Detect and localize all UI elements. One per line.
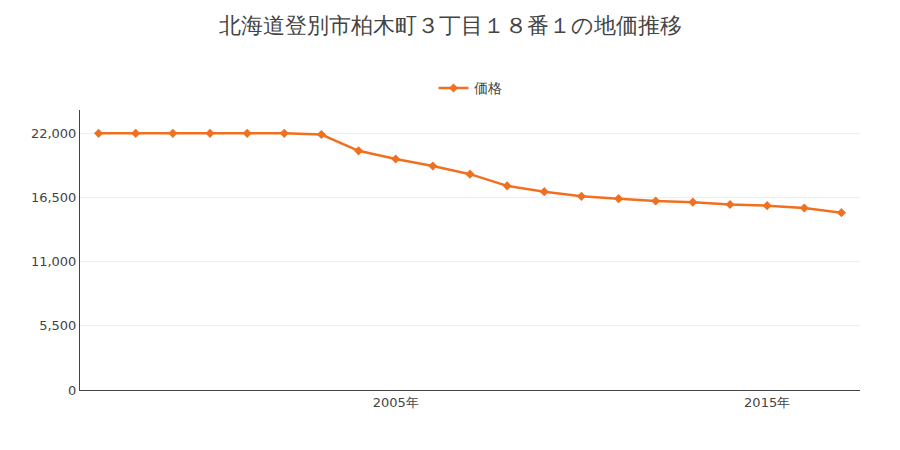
svg-text:価格: 価格 (474, 80, 502, 96)
svg-text:北海道登別市柏木町３丁目１８番１の地価推移: 北海道登別市柏木町３丁目１８番１の地価推移 (219, 13, 682, 38)
svg-text:2005年: 2005年 (373, 395, 419, 410)
svg-text:0: 0 (68, 383, 76, 398)
svg-text:2015年: 2015年 (744, 395, 790, 410)
svg-text:5,500: 5,500 (39, 318, 76, 333)
svg-text:11,000: 11,000 (31, 254, 77, 269)
svg-text:22,000: 22,000 (31, 126, 77, 141)
svg-text:16,500: 16,500 (31, 190, 77, 205)
